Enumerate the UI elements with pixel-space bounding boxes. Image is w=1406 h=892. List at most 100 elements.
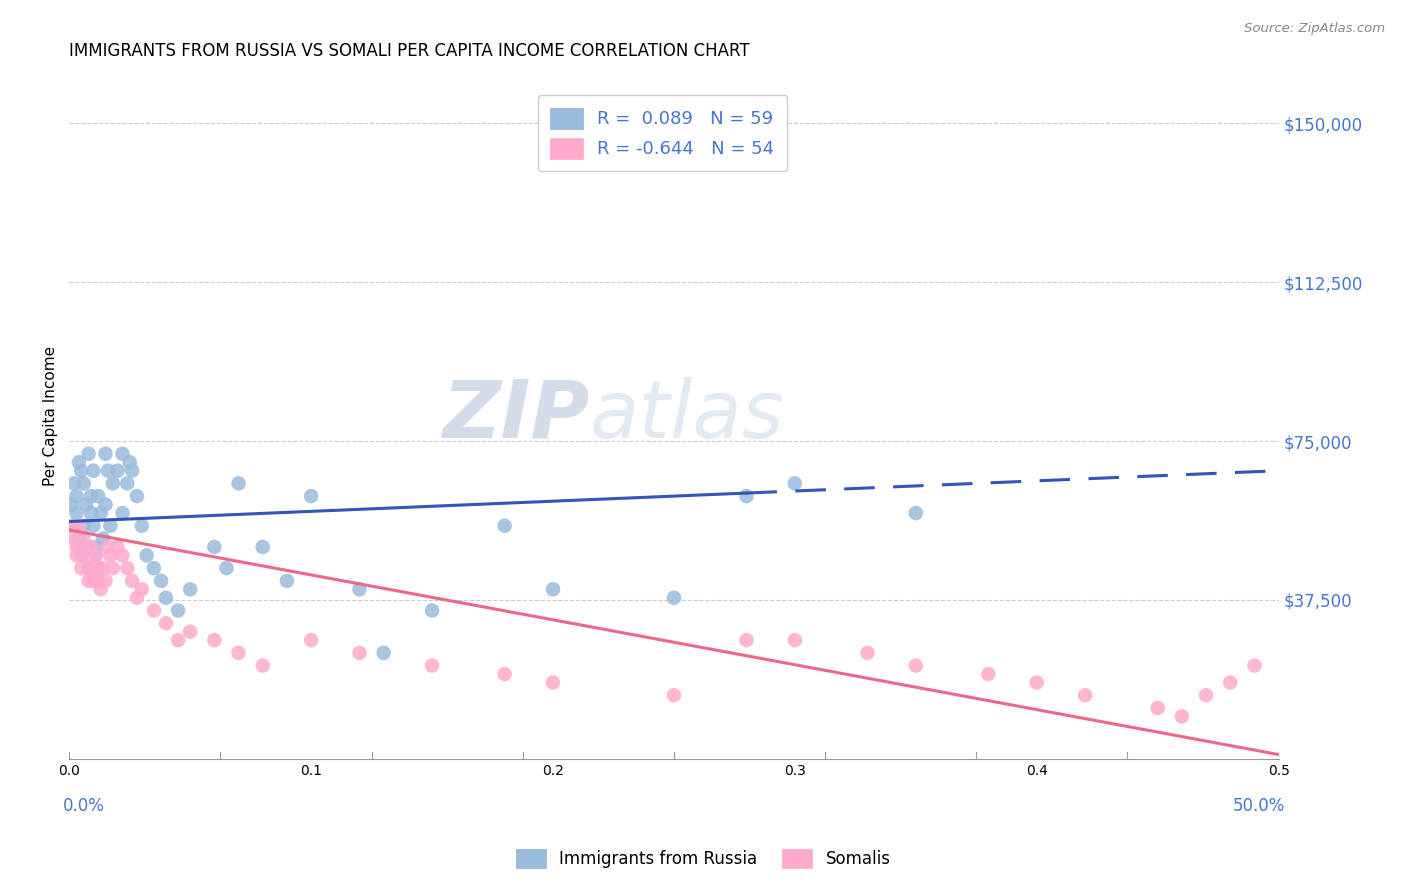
Point — [77, 447, 100, 461]
Point — [111, 447, 134, 461]
Point — [91, 561, 114, 575]
Point — [215, 561, 238, 575]
Point — [70, 549, 93, 563]
Point — [904, 658, 927, 673]
Point — [135, 549, 157, 563]
Point — [977, 667, 1000, 681]
Point — [228, 476, 250, 491]
Point — [420, 658, 443, 673]
Point — [63, 532, 86, 546]
Point — [904, 506, 927, 520]
Point — [117, 476, 139, 491]
Point — [87, 561, 110, 575]
Point — [349, 646, 371, 660]
Y-axis label: Per Capita Income: Per Capita Income — [44, 345, 58, 485]
Point — [1025, 675, 1047, 690]
Point — [121, 574, 143, 588]
Point — [131, 518, 153, 533]
Point — [494, 667, 516, 681]
Point — [142, 561, 165, 575]
Point — [373, 646, 395, 660]
Point — [90, 582, 112, 597]
Point — [87, 561, 110, 575]
Point — [1195, 688, 1218, 702]
Point — [1171, 709, 1194, 723]
Point — [60, 498, 83, 512]
Point — [77, 574, 100, 588]
Point — [80, 506, 103, 520]
Point — [75, 549, 97, 563]
Point — [662, 688, 685, 702]
Point — [73, 532, 96, 546]
Point — [73, 518, 96, 533]
Legend: R =  0.089   N = 59, R = -0.644   N = 54: R = 0.089 N = 59, R = -0.644 N = 54 — [538, 95, 787, 171]
Point — [84, 549, 107, 563]
Point — [1146, 701, 1168, 715]
Point — [98, 518, 121, 533]
Point — [142, 603, 165, 617]
Point — [276, 574, 298, 588]
Text: atlas: atlas — [589, 376, 785, 455]
Text: ZIP: ZIP — [441, 376, 589, 455]
Point — [107, 464, 129, 478]
Point — [94, 574, 117, 588]
Legend: Immigrants from Russia, Somalis: Immigrants from Russia, Somalis — [509, 842, 897, 875]
Point — [87, 489, 110, 503]
Point — [77, 561, 100, 575]
Point — [84, 540, 107, 554]
Point — [252, 540, 274, 554]
Point — [179, 624, 201, 639]
Point — [60, 518, 83, 533]
Point — [107, 540, 129, 554]
Point — [97, 464, 120, 478]
Point — [1074, 688, 1097, 702]
Point — [167, 633, 190, 648]
Point — [73, 476, 96, 491]
Point — [111, 506, 134, 520]
Point — [67, 455, 90, 469]
Point — [75, 540, 97, 554]
Point — [125, 591, 148, 605]
Point — [67, 518, 90, 533]
Text: 0.0%: 0.0% — [63, 797, 105, 814]
Point — [131, 582, 153, 597]
Point — [541, 582, 564, 597]
Point — [125, 489, 148, 503]
Point — [783, 476, 806, 491]
Point — [1243, 658, 1265, 673]
Point — [87, 574, 110, 588]
Point — [155, 591, 177, 605]
Point — [1219, 675, 1241, 690]
Point — [228, 646, 250, 660]
Point — [494, 518, 516, 533]
Point — [101, 476, 124, 491]
Point — [662, 591, 685, 605]
Point — [117, 561, 139, 575]
Point — [856, 646, 879, 660]
Point — [70, 464, 93, 478]
Point — [202, 633, 225, 648]
Point — [90, 506, 112, 520]
Point — [65, 489, 87, 503]
Point — [202, 540, 225, 554]
Point — [82, 464, 104, 478]
Point — [84, 549, 107, 563]
Point — [65, 549, 87, 563]
Point — [111, 549, 134, 563]
Point — [735, 489, 758, 503]
Point — [420, 603, 443, 617]
Point — [80, 489, 103, 503]
Point — [94, 498, 117, 512]
Point — [98, 549, 121, 563]
Point — [82, 518, 104, 533]
Point — [150, 574, 173, 588]
Point — [65, 506, 87, 520]
Point — [75, 498, 97, 512]
Point — [155, 616, 177, 631]
Point — [91, 532, 114, 546]
Point — [65, 540, 87, 554]
Point — [252, 658, 274, 673]
Point — [97, 540, 120, 554]
Text: Source: ZipAtlas.com: Source: ZipAtlas.com — [1244, 22, 1385, 36]
Point — [118, 455, 141, 469]
